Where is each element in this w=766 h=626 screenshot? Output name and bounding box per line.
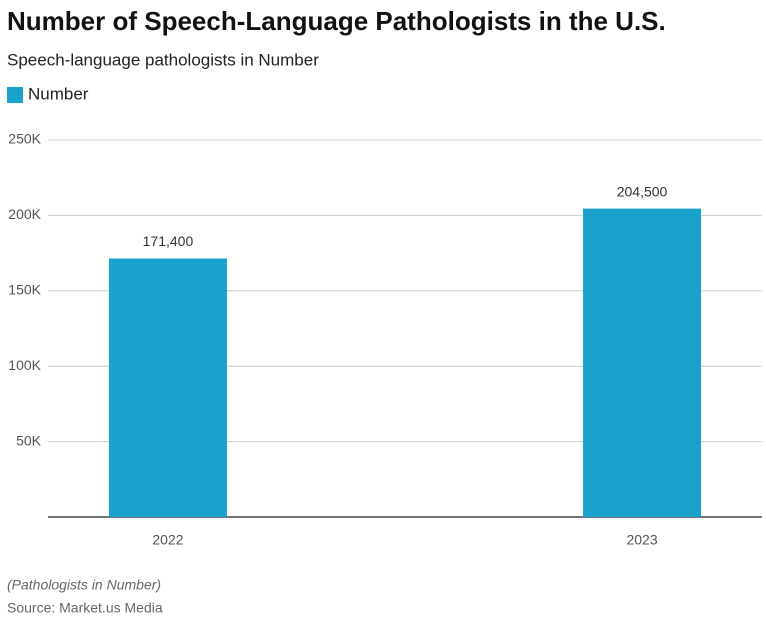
bar xyxy=(583,208,702,517)
data-label: 204,500 xyxy=(617,183,668,199)
data-label: 171,400 xyxy=(143,233,194,249)
x-tick-label: 2022 xyxy=(152,532,183,548)
y-tick-label: 50K xyxy=(16,432,42,448)
chart-title: Number of Speech-Language Pathologists i… xyxy=(7,6,666,36)
x-tick-label: 2023 xyxy=(626,532,657,548)
y-tick-label: 250K xyxy=(8,131,41,147)
source: Source: Market.us Media xyxy=(7,600,163,616)
bar xyxy=(108,258,227,517)
legend-label: Number xyxy=(28,84,89,103)
y-tick-label: 100K xyxy=(8,357,41,373)
note: (Pathologists in Number) xyxy=(7,577,161,593)
legend-swatch xyxy=(7,87,23,103)
chart-subtitle: Speech-language pathologists in Number xyxy=(7,50,319,69)
y-tick-label: 200K xyxy=(8,206,41,222)
y-tick-label: 150K xyxy=(8,282,41,298)
